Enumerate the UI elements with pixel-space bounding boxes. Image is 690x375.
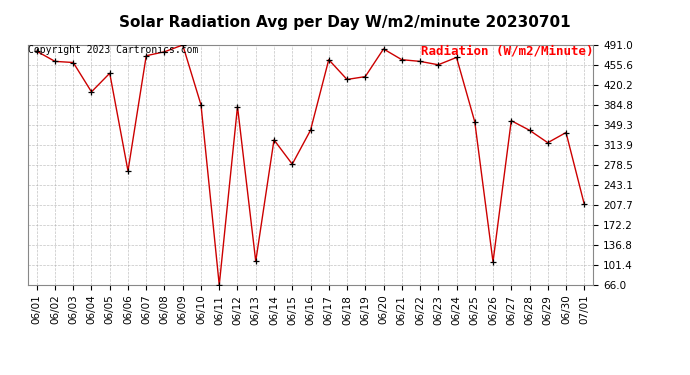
Text: Radiation (W/m2/Minute): Radiation (W/m2/Minute) bbox=[421, 45, 593, 58]
Text: Copyright 2023 Cartronics.com: Copyright 2023 Cartronics.com bbox=[28, 45, 198, 55]
Text: Solar Radiation Avg per Day W/m2/minute 20230701: Solar Radiation Avg per Day W/m2/minute … bbox=[119, 15, 571, 30]
